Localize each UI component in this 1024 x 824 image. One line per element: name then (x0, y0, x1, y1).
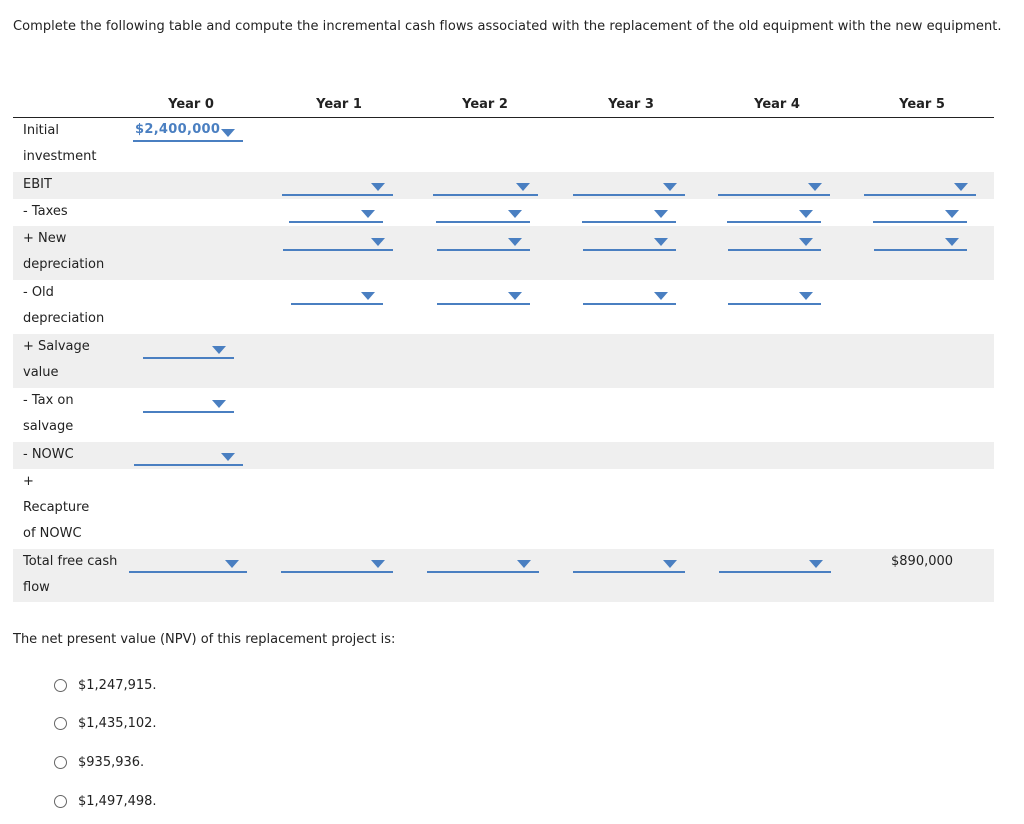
header-year-2: Year 2 (462, 97, 508, 112)
row-label: - Old depreciation (23, 285, 105, 326)
npv-question: The net present value (NPV) of this repl… (13, 632, 396, 647)
dropdown-tax-on-salvage-y5[interactable] (143, 395, 234, 413)
dropdown-ebit-y3[interactable] (573, 178, 685, 196)
caret-down-icon (508, 292, 522, 300)
dropdown-ebit-y1[interactable] (282, 178, 393, 196)
dropdown-total-fcf-y3[interactable] (573, 555, 685, 573)
caret-down-icon (212, 346, 226, 354)
row-recapture-nowc: + Recapture of NOWC (13, 469, 994, 549)
caret-down-icon (799, 210, 813, 218)
dropdown-old-depreciation-y3[interactable] (583, 287, 676, 305)
caret-down-icon (654, 292, 668, 300)
dropdown-taxes-y4[interactable] (727, 205, 821, 223)
dropdown-nowc-y0[interactable] (134, 448, 243, 466)
row-total-fcf: Total free cash flow (13, 549, 994, 602)
row-new-depreciation: + New depreciation (13, 226, 994, 280)
caret-down-icon (221, 129, 235, 137)
row-initial-investment: Initial investment (13, 118, 994, 172)
caret-down-icon (808, 183, 822, 191)
caret-down-icon (663, 560, 677, 568)
caret-down-icon (663, 183, 677, 191)
header-year-1: Year 1 (316, 97, 362, 112)
dropdown-salvage-value-y5[interactable] (143, 341, 234, 359)
dropdown-new-depreciation-y5[interactable] (874, 233, 967, 251)
dropdown-new-depreciation-y1[interactable] (283, 233, 393, 251)
row-label: Total free cash flow (23, 554, 118, 595)
radio-button[interactable] (54, 679, 67, 692)
instruction-text: Complete the following table and compute… (13, 19, 1002, 34)
caret-down-icon (809, 560, 823, 568)
caret-down-icon (361, 292, 375, 300)
row-label: + Recapture of NOWC (23, 474, 90, 541)
dropdown-new-depreciation-y2[interactable] (437, 233, 530, 251)
caret-down-icon (945, 210, 959, 218)
caret-down-icon (221, 453, 235, 461)
header-year-3: Year 3 (608, 97, 654, 112)
dropdown-initial-investment-y0[interactable]: $2,400,000 (133, 122, 243, 142)
dropdown-taxes-y3[interactable] (582, 205, 676, 223)
dropdown-ebit-y2[interactable] (433, 178, 538, 196)
option-label: $1,497,498. (78, 794, 157, 809)
row-label: - Taxes (23, 204, 68, 219)
caret-down-icon (954, 183, 968, 191)
dropdown-total-fcf-y2[interactable] (427, 555, 539, 573)
caret-down-icon (212, 400, 226, 408)
caret-down-icon (371, 560, 385, 568)
caret-down-icon (371, 238, 385, 246)
option-label: $1,435,102. (78, 716, 157, 731)
total-fcf-year5-value: $890,000 (891, 554, 954, 569)
dropdown-old-depreciation-y4[interactable] (728, 287, 821, 305)
row-label: + Salvage value (23, 339, 90, 380)
dropdown-ebit-y5[interactable] (864, 178, 976, 196)
caret-down-icon (225, 560, 239, 568)
dropdown-new-depreciation-y4[interactable] (728, 233, 821, 251)
caret-down-icon (361, 210, 375, 218)
caret-down-icon (517, 560, 531, 568)
row-tax-on-salvage: - Tax on salvage (13, 388, 994, 442)
dropdown-taxes-y1[interactable] (289, 205, 383, 223)
caret-down-icon (508, 210, 522, 218)
row-label: - Tax on salvage (23, 393, 74, 434)
initial-investment-value: $2,400,000 (135, 122, 221, 137)
header-year-4: Year 4 (754, 97, 800, 112)
radio-button[interactable] (54, 717, 67, 730)
caret-down-icon (654, 238, 668, 246)
dropdown-total-fcf-y4[interactable] (719, 555, 831, 573)
dropdown-total-fcf-y0[interactable] (129, 555, 247, 573)
row-taxes: - Taxes (13, 199, 994, 226)
row-label: Initial investment (23, 123, 97, 164)
caret-down-icon (799, 238, 813, 246)
header-year-0: Year 0 (168, 97, 214, 112)
dropdown-new-depreciation-y3[interactable] (583, 233, 676, 251)
dropdown-taxes-y2[interactable] (436, 205, 530, 223)
header-divider (13, 117, 994, 118)
dropdown-old-depreciation-y1[interactable] (291, 287, 383, 305)
row-old-depreciation: - Old depreciation (13, 280, 994, 334)
caret-down-icon (654, 210, 668, 218)
row-label: + New depreciation (23, 231, 105, 272)
row-label: - NOWC (23, 447, 74, 462)
dropdown-total-fcf-y1[interactable] (281, 555, 393, 573)
option-label: $935,936. (78, 755, 145, 770)
row-salvage-value: + Salvage value (13, 334, 994, 388)
radio-button[interactable] (54, 795, 67, 808)
radio-button[interactable] (54, 756, 67, 769)
caret-down-icon (799, 292, 813, 300)
caret-down-icon (508, 238, 522, 246)
caret-down-icon (516, 183, 530, 191)
caret-down-icon (371, 183, 385, 191)
caret-down-icon (945, 238, 959, 246)
dropdown-old-depreciation-y2[interactable] (437, 287, 530, 305)
row-label: EBIT (23, 177, 52, 192)
dropdown-ebit-y4[interactable] (718, 178, 830, 196)
header-year-5: Year 5 (899, 97, 945, 112)
option-label: $1,247,915. (78, 678, 157, 693)
dropdown-taxes-y5[interactable] (873, 205, 967, 223)
